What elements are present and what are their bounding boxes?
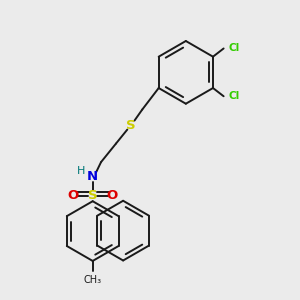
Text: O: O bbox=[68, 189, 79, 202]
Text: O: O bbox=[106, 189, 118, 202]
Text: CH₃: CH₃ bbox=[84, 275, 102, 285]
Text: N: N bbox=[87, 170, 98, 183]
Text: S: S bbox=[126, 118, 136, 132]
Text: Cl: Cl bbox=[229, 44, 240, 53]
Text: Cl: Cl bbox=[229, 91, 240, 101]
Text: S: S bbox=[88, 189, 98, 202]
Text: H: H bbox=[77, 166, 86, 176]
